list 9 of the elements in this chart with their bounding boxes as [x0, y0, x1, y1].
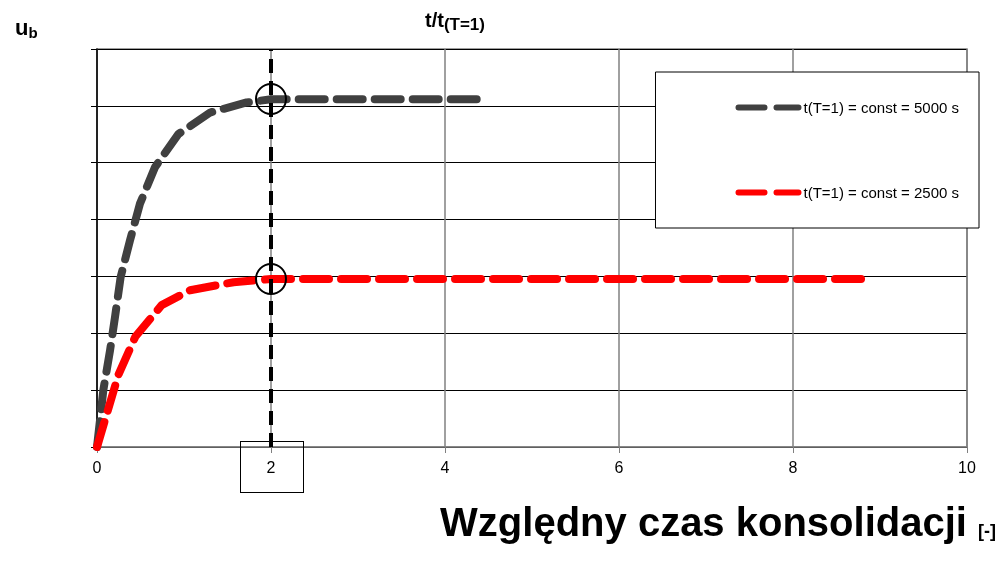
x-tick-label: 6: [614, 458, 624, 476]
x-tick-label: 2: [266, 458, 276, 476]
legend-label: t(T=1) = const = 2500 s: [803, 184, 960, 201]
x-tick-label: 10: [958, 458, 976, 476]
legend-label: t(T=1) = const = 5000 s: [803, 99, 960, 116]
x-tick-label: 0: [92, 458, 102, 476]
x-axis-title: Względny czas konsolidacji [-]: [440, 500, 996, 544]
x-tick-label: 4: [440, 458, 450, 476]
x-tick-label: 8: [788, 458, 798, 476]
